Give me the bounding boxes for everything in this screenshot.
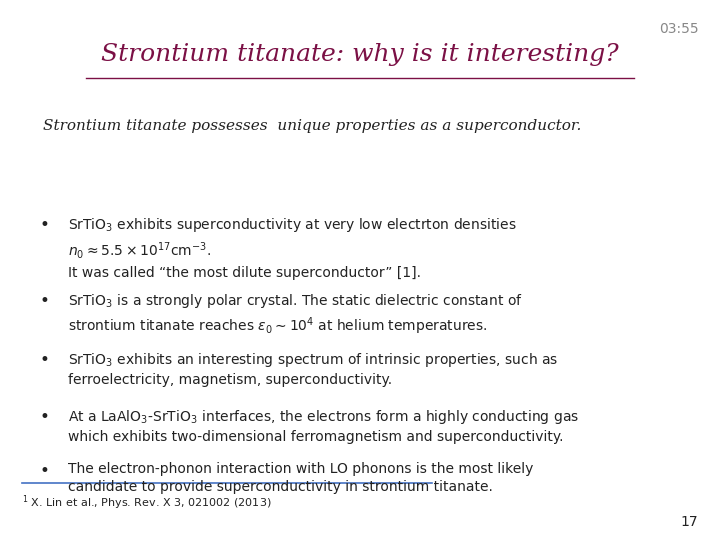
Text: •: • <box>40 351 50 369</box>
Text: 17: 17 <box>681 515 698 529</box>
Text: $^1$ X. Lin et al., Phys. Rev. X 3, 021002 (2013): $^1$ X. Lin et al., Phys. Rev. X 3, 0210… <box>22 494 271 512</box>
Text: •: • <box>40 216 50 234</box>
Text: SrTiO$_3$ exhibits superconductivity at very low electrton densities
$n_0 \appro: SrTiO$_3$ exhibits superconductivity at … <box>68 216 517 280</box>
Text: Strontium titanate possesses  unique properties as a superconductor.: Strontium titanate possesses unique prop… <box>43 119 582 133</box>
Text: •: • <box>40 292 50 309</box>
Text: SrTiO$_3$ is a strongly polar crystal. The static dielectric constant of
stronti: SrTiO$_3$ is a strongly polar crystal. T… <box>68 292 523 338</box>
Text: The electron-phonon interaction with LO phonons is the most likely
candidate to : The electron-phonon interaction with LO … <box>68 462 534 494</box>
Text: •: • <box>40 408 50 426</box>
Text: SrTiO$_3$ exhibits an interesting spectrum of intrinsic properties, such as
ferr: SrTiO$_3$ exhibits an interesting spectr… <box>68 351 559 387</box>
Text: Strontium titanate: why is it interesting?: Strontium titanate: why is it interestin… <box>102 43 618 66</box>
Text: •: • <box>40 462 50 480</box>
Text: At a LaAlO$_3$-SrTiO$_3$ interfaces, the electrons form a highly conducting gas
: At a LaAlO$_3$-SrTiO$_3$ interfaces, the… <box>68 408 580 444</box>
Text: 03:55: 03:55 <box>659 22 698 36</box>
